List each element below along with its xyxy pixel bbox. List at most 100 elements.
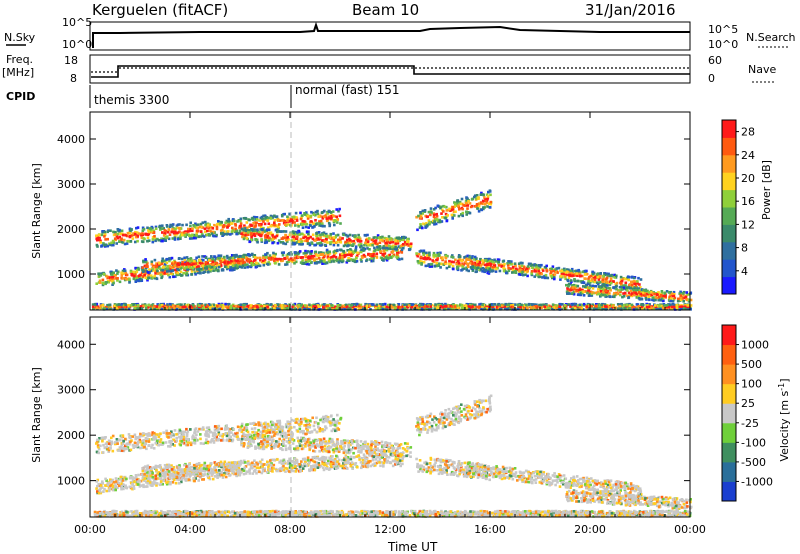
range-cell: [667, 306, 671, 309]
range-cell: [300, 240, 303, 244]
range-cell: [173, 238, 177, 241]
range-cell: [476, 207, 479, 210]
range-cell: [314, 223, 318, 226]
range-cell: [580, 306, 584, 310]
range-cell: [203, 227, 207, 230]
range-cell: [243, 266, 247, 269]
range-cell: [648, 298, 651, 302]
range-cell: [489, 193, 492, 197]
range-cell: [637, 291, 641, 294]
range-cell: [247, 253, 250, 256]
range-cell: [208, 223, 211, 226]
range-cell: [174, 268, 178, 272]
range-cell: [308, 256, 312, 259]
range-cell: [256, 240, 259, 244]
range-cell: [569, 269, 572, 272]
range-cell: [294, 237, 298, 240]
freq-panel: Freq. [MHz] 18 8 60 0 Nave: [2, 53, 776, 85]
range-cell: [597, 303, 601, 307]
range-cell: [476, 266, 480, 269]
range-cell: [296, 223, 300, 227]
range-cell: [374, 239, 378, 242]
range-cell: [483, 270, 486, 274]
range-cell: [221, 268, 224, 271]
range-cell: [382, 254, 386, 258]
range-cell: [587, 289, 591, 292]
range-cell: [96, 245, 99, 248]
range-cell: [609, 274, 612, 277]
range-cell: [272, 251, 275, 255]
range-cell: [624, 281, 628, 285]
range-cell: [665, 290, 669, 293]
range-cell: [336, 221, 339, 224]
range-cell: [423, 210, 427, 213]
range-cell: [177, 268, 181, 272]
range-cell: [507, 260, 511, 263]
range-cell: [583, 269, 587, 273]
range-cell: [196, 229, 199, 233]
range-cell: [450, 255, 453, 259]
range-cell: [477, 262, 480, 265]
range-cell: [292, 235, 295, 239]
range-cell: [449, 209, 452, 212]
range-cell: [520, 303, 523, 307]
range-cell: [517, 262, 521, 265]
range-cell: [158, 262, 161, 265]
range-cell: [344, 243, 348, 247]
range-cell: [289, 257, 293, 260]
range-cell: [432, 213, 436, 217]
range-cell: [368, 237, 371, 240]
range-cell: [101, 278, 105, 282]
range-cell: [638, 283, 641, 286]
range-cell: [505, 271, 508, 275]
range-cell: [325, 235, 329, 238]
range-cell: [251, 218, 255, 221]
range-cell: [140, 233, 143, 237]
freq-line: [91, 65, 690, 78]
range-cell: [537, 264, 541, 267]
range-cell: [329, 232, 333, 236]
range-cell: [293, 239, 296, 242]
range-cell: [286, 219, 289, 222]
range-cell: [104, 243, 107, 246]
range-cell: [564, 277, 567, 281]
range-cell: [540, 272, 543, 276]
range-cell: [480, 191, 483, 195]
range-cell: [689, 304, 693, 307]
nave-tick-0: 0: [708, 72, 715, 85]
range-cell: [599, 290, 603, 293]
range-cell: [345, 261, 349, 264]
range-cell: [460, 197, 464, 201]
range-cell: [383, 252, 387, 255]
range-cell: [302, 252, 306, 255]
range-cell: [357, 233, 360, 237]
range-cell: [497, 264, 501, 267]
range-cell: [538, 303, 541, 307]
range-cell: [476, 260, 479, 263]
range-cell: [493, 258, 496, 262]
range-cell: [647, 295, 650, 298]
range-cell: [202, 235, 206, 238]
range-cell: [311, 211, 315, 215]
range-cell: [236, 266, 239, 270]
range-cell: [644, 296, 648, 300]
range-cell: [422, 303, 426, 306]
range-cell: [286, 256, 289, 259]
range-cell: [583, 277, 586, 280]
range-cell: [116, 277, 119, 280]
range-cell: [448, 265, 451, 268]
range-cell: [451, 207, 455, 211]
range-cell: [271, 215, 275, 218]
range-cell: [104, 238, 107, 241]
range-cell: [201, 221, 205, 224]
range-cell: [156, 272, 160, 275]
range-cell: [345, 307, 349, 311]
range-cell: [582, 290, 585, 294]
range-cell: [402, 243, 405, 246]
range-cell: [100, 245, 103, 248]
range-cell: [500, 265, 504, 268]
range-cell: [565, 290, 569, 294]
range-cell: [642, 303, 645, 307]
range-cell: [199, 304, 203, 308]
range-cell: [455, 262, 458, 266]
